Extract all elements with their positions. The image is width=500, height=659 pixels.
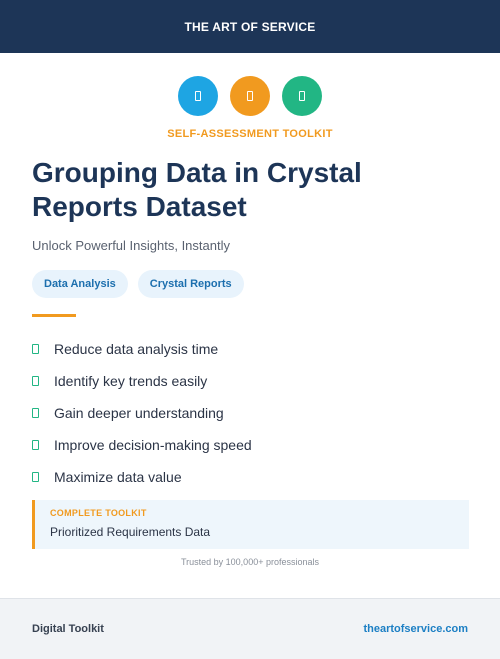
callout-value: Prioritized Requirements Data (50, 525, 211, 539)
benefit-text: Gain deeper understanding (54, 405, 224, 421)
footer-label: Digital Toolkit (32, 623, 104, 635)
list-item: Improve decision-making speed (32, 429, 472, 461)
trust-note: Trusted by 100,000+ professionals (180, 557, 319, 567)
brand-name: THE ART OF SERVICE (184, 19, 316, 34)
footer: Digital Toolkit theartofservice.com (0, 598, 500, 659)
top-bar: THE ART OF SERVICE (0, 0, 500, 53)
list-item: Gain deeper understanding (32, 397, 472, 429)
document-glyph (195, 91, 201, 101)
check-icon (32, 440, 39, 450)
benefit-list: Reduce data analysis time Identify key t… (32, 333, 472, 493)
document-icon (178, 76, 218, 116)
document-icon (282, 76, 322, 116)
website-link[interactable]: theartofservice.com (363, 623, 468, 635)
document-icon (230, 76, 270, 116)
subtitle: Unlock Powerful Insights, Instantly (32, 238, 230, 253)
benefit-text: Maximize data value (54, 469, 182, 485)
tag-list: Data Analysis Crystal Reports (32, 270, 244, 298)
document-title: Grouping Data in Crystal Reports Dataset (32, 157, 362, 222)
list-item: Identify key trends easily (32, 365, 472, 397)
document-glyph (299, 91, 305, 101)
toolkit-callout: COMPLETE TOOLKIT Prioritized Requirement… (32, 500, 469, 549)
check-icon (32, 408, 39, 418)
benefit-text: Improve decision-making speed (54, 437, 252, 453)
accent-divider (32, 314, 76, 317)
check-icon (32, 472, 39, 482)
feature-icons (0, 76, 500, 116)
kicker-label: SELF-ASSESSMENT TOOLKIT (167, 128, 333, 140)
check-icon (32, 376, 39, 386)
tag-data-analysis[interactable]: Data Analysis (32, 270, 128, 298)
check-icon (32, 344, 39, 354)
document-glyph (247, 91, 253, 101)
tag-crystal-reports[interactable]: Crystal Reports (137, 270, 244, 298)
benefit-text: Identify key trends easily (54, 373, 208, 389)
callout-label: COMPLETE TOOLKIT (50, 508, 147, 518)
benefit-text: Reduce data analysis time (54, 341, 219, 357)
list-item: Maximize data value (32, 461, 472, 493)
list-item: Reduce data analysis time (32, 333, 472, 365)
